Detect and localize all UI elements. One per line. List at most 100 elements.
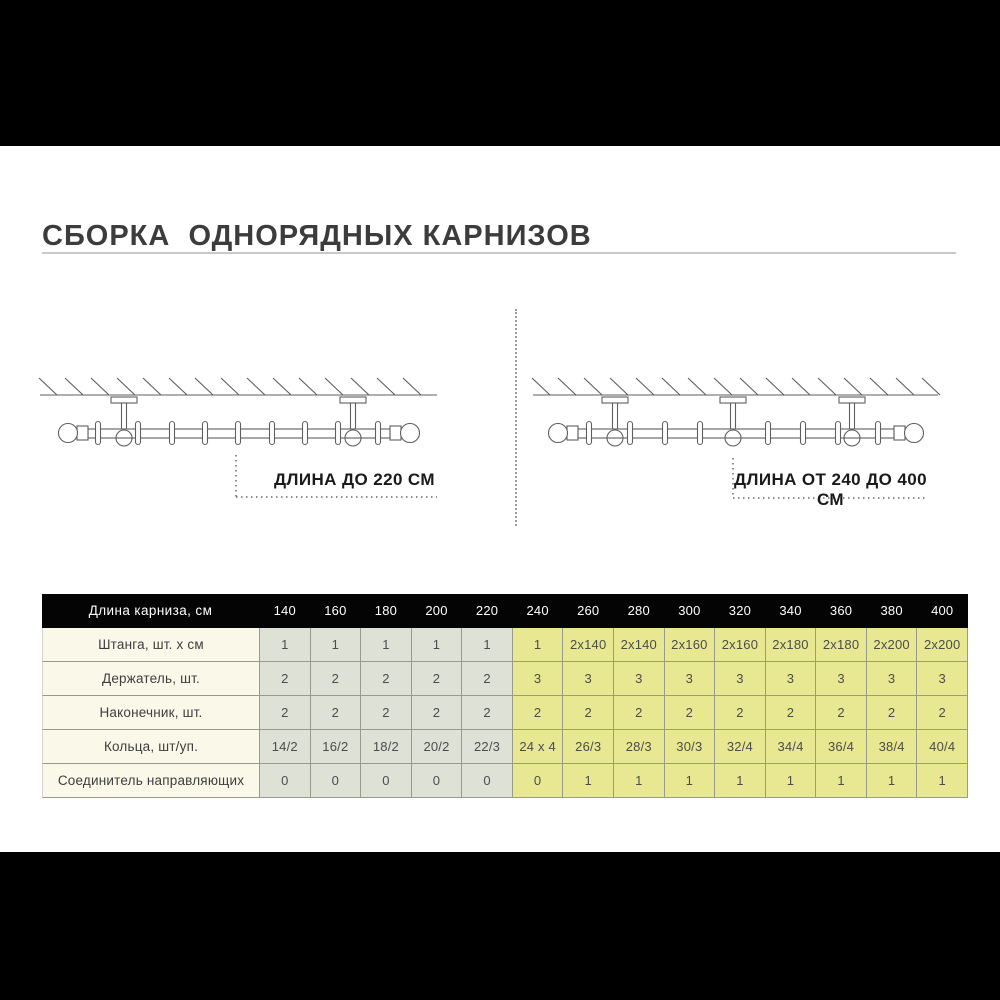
table-cell: 2x140 — [614, 628, 665, 662]
diagram-separator — [515, 309, 517, 526]
table-cell: 30/3 — [664, 730, 716, 764]
column-header: 160 — [310, 594, 362, 628]
table-cell: 2x200 — [866, 628, 918, 662]
dimension-lines — [732, 458, 926, 499]
table-cell: 3 — [765, 662, 817, 696]
table-cell: 20/2 — [411, 730, 463, 764]
ceiling-hatching — [38, 377, 437, 396]
table-cell: 3 — [917, 662, 968, 696]
table-cell: 2 — [816, 696, 867, 730]
mounting-bracket — [339, 396, 367, 431]
table-cell: 2 — [260, 662, 311, 696]
table-cell: 2 — [765, 696, 817, 730]
table-cell: 2 — [310, 662, 362, 696]
table-cell: 2 — [260, 696, 311, 730]
column-header: 360 — [816, 594, 867, 628]
table-cell: 2 — [462, 662, 513, 696]
table-cell: 1 — [614, 764, 665, 798]
table-cell: 3 — [715, 662, 766, 696]
column-header: 400 — [917, 594, 968, 628]
column-header: 240 — [512, 594, 564, 628]
table-cell: 3 — [512, 662, 564, 696]
table-cell: 3 — [614, 662, 665, 696]
table-cell: 2 — [512, 696, 564, 730]
table-cell: 2 — [715, 696, 766, 730]
table-cell: 2 — [361, 696, 412, 730]
table-cell: 1 — [917, 764, 968, 798]
table-cell: 3 — [563, 662, 614, 696]
table-cell: 2x180 — [765, 628, 817, 662]
table-cell: 2 — [310, 696, 362, 730]
table-cell: 1 — [462, 628, 513, 662]
table-cell: 3 — [664, 662, 716, 696]
caption-short-length: ДЛИНА ДО 220 СМ — [274, 470, 435, 489]
table-cell: 0 — [512, 764, 564, 798]
table-cell: 1 — [310, 628, 362, 662]
column-header: 300 — [664, 594, 716, 628]
title-divider — [42, 252, 956, 254]
table-cell: 3 — [866, 662, 918, 696]
column-header: 320 — [715, 594, 766, 628]
dimension-lines — [235, 455, 437, 498]
finial-ball — [893, 422, 925, 444]
column-header: 180 — [361, 594, 412, 628]
caption-long-length: ДЛИНА ОТ 240 ДО 400 СМ — [734, 470, 927, 509]
table-cell: 2x160 — [715, 628, 766, 662]
table-cell: 2 — [614, 696, 665, 730]
table-cell: 1 — [816, 764, 867, 798]
finial-ball — [547, 422, 579, 444]
row-label: Наконечник, шт. — [42, 696, 260, 730]
row-label: Кольца, шт/уп. — [42, 730, 260, 764]
mounting-bracket — [601, 396, 629, 431]
table-cell: 0 — [361, 764, 412, 798]
table-cell: 1 — [664, 764, 716, 798]
table-cell: 1 — [361, 628, 412, 662]
finial-ball — [389, 422, 421, 444]
table-cell: 1 — [715, 764, 766, 798]
table-cell: 2 — [866, 696, 918, 730]
table-cell: 1 — [563, 764, 614, 798]
table-cell: 34/4 — [765, 730, 817, 764]
ceiling-hatching — [531, 377, 941, 396]
mounting-bracket — [110, 396, 138, 431]
bottom-black-bar — [0, 852, 1000, 1000]
table-cell: 32/4 — [715, 730, 766, 764]
table-cell: 1 — [765, 764, 817, 798]
table-cell: 24 x 4 — [512, 730, 564, 764]
table-cell: 0 — [260, 764, 311, 798]
table-cell: 1 — [411, 628, 463, 662]
page-title: СБОРКА ОДНОРЯДНЫХ КАРНИЗОВ — [42, 220, 592, 253]
table-cell: 1 — [260, 628, 311, 662]
mounting-bracket — [838, 396, 866, 431]
table-cell: 1 — [866, 764, 918, 798]
cornice-diagram-long — [531, 377, 941, 499]
table-header-label: Длина карниза, см — [42, 594, 260, 628]
table-cell: 40/4 — [917, 730, 968, 764]
table-cell: 2 — [917, 696, 968, 730]
column-header: 260 — [563, 594, 614, 628]
mounting-bracket — [719, 396, 747, 431]
table-cell: 2 — [462, 696, 513, 730]
table-cell: 38/4 — [866, 730, 918, 764]
table-cell: 1 — [512, 628, 564, 662]
column-header: 200 — [411, 594, 463, 628]
table-cell: 2 — [361, 662, 412, 696]
column-header: 380 — [866, 594, 918, 628]
row-label: Соединитель направляющих — [42, 764, 260, 798]
table-cell: 22/3 — [462, 730, 513, 764]
table-cell: 14/2 — [260, 730, 311, 764]
cornice-diagram-short — [38, 377, 437, 498]
finial-ball — [57, 422, 89, 444]
table-cell: 2x180 — [816, 628, 867, 662]
table-cell: 36/4 — [816, 730, 867, 764]
top-black-bar — [0, 0, 1000, 146]
table-cell: 2 — [411, 696, 463, 730]
table-cell: 0 — [462, 764, 513, 798]
table-cell: 0 — [411, 764, 463, 798]
table-cell: 2x200 — [917, 628, 968, 662]
table-cell: 2x140 — [563, 628, 614, 662]
table-cell: 26/3 — [563, 730, 614, 764]
table-cell: 2x160 — [664, 628, 716, 662]
table-cell: 0 — [310, 764, 362, 798]
